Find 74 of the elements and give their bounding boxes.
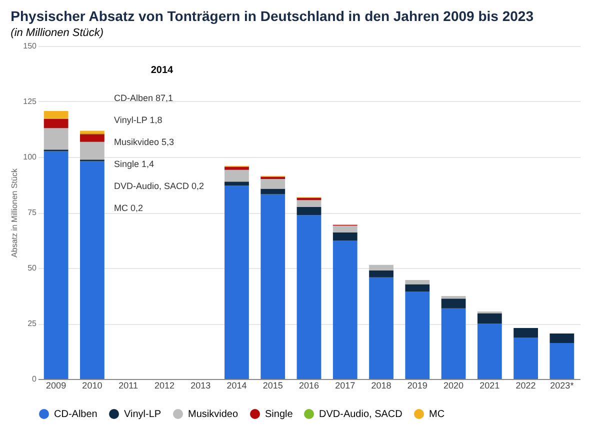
bar bbox=[514, 337, 538, 379]
x-tick-label: 2012 bbox=[154, 380, 174, 390]
annotation: CD-Alben 87,1 bbox=[114, 93, 174, 103]
x-tick-label: 2009 bbox=[46, 380, 66, 390]
y-axis-title: Absatz in Millionen Stück bbox=[10, 168, 20, 258]
annotation: DVD-Audio, SACD 0,2 bbox=[114, 181, 204, 191]
bar bbox=[441, 296, 466, 299]
bar bbox=[80, 161, 104, 379]
bar bbox=[44, 111, 68, 118]
bar bbox=[224, 170, 249, 182]
legend-label: Musikvideo bbox=[188, 409, 238, 420]
annotation: 2014 bbox=[150, 65, 174, 76]
bar bbox=[550, 343, 574, 379]
x-tick-label: 2018 bbox=[371, 380, 392, 390]
x-tick-label: 2015 bbox=[262, 380, 283, 390]
bar bbox=[405, 292, 430, 379]
y-tick-label: 125 bbox=[23, 97, 38, 106]
bar bbox=[80, 142, 104, 160]
x-tick-label: 2023* bbox=[550, 380, 574, 390]
bar bbox=[405, 280, 430, 284]
bar bbox=[80, 134, 104, 142]
y-tick-label: 150 bbox=[23, 42, 38, 50]
x-tick-label: 2019 bbox=[407, 380, 428, 390]
chart-title: Physischer Absatz von Tonträgern in Deutschland in den Jahren 2009 bis 2023 bbox=[10, 8, 534, 24]
legend-label: DVD-Audio, SACD bbox=[319, 409, 402, 420]
bar bbox=[260, 188, 286, 194]
bar bbox=[332, 232, 358, 241]
x-tick-label: 2010 bbox=[82, 380, 102, 390]
bar bbox=[260, 194, 286, 379]
x-tick-label: 2011 bbox=[118, 380, 138, 390]
bar bbox=[369, 264, 394, 270]
bar bbox=[405, 284, 430, 292]
annotation: Musikvideo 5,3 bbox=[114, 137, 174, 147]
y-tick-label: 50 bbox=[28, 264, 38, 272]
chart-subtitle: (in Millionen Stück) bbox=[10, 27, 104, 39]
bar bbox=[224, 182, 249, 186]
bar bbox=[224, 166, 249, 170]
bar bbox=[296, 206, 322, 216]
annotation: MC 0,2 bbox=[114, 203, 144, 213]
bar bbox=[550, 333, 574, 344]
x-tick-label: 2022 bbox=[516, 380, 536, 390]
bar bbox=[514, 328, 538, 338]
x-tick-label: 2013 bbox=[190, 380, 211, 390]
bar bbox=[369, 270, 394, 278]
x-tick-label: 2016 bbox=[298, 380, 320, 390]
x-tick-label: 2021 bbox=[480, 380, 500, 390]
x-tick-label: 2020 bbox=[444, 380, 464, 390]
y-tick-label: 75 bbox=[28, 208, 38, 217]
bar bbox=[44, 128, 68, 150]
bar bbox=[44, 151, 68, 379]
annotation: Vinyl-LP 1,8 bbox=[114, 115, 162, 125]
legend-label: Single bbox=[265, 409, 294, 420]
legend-label: CD-Alben bbox=[54, 409, 98, 420]
legend-label: Vinyl-LP bbox=[124, 409, 162, 420]
bar bbox=[296, 200, 322, 207]
bar bbox=[477, 313, 502, 324]
bar bbox=[441, 308, 466, 379]
bar bbox=[441, 298, 466, 308]
bar bbox=[332, 240, 358, 379]
bar bbox=[80, 130, 104, 134]
y-tick-label: 0 bbox=[32, 374, 38, 384]
bar bbox=[260, 178, 286, 189]
bar bbox=[44, 119, 68, 128]
bar bbox=[332, 226, 358, 232]
bar bbox=[296, 215, 322, 379]
x-tick-label: 2014 bbox=[226, 380, 247, 390]
y-tick-label: 25 bbox=[28, 319, 38, 328]
annotation: Single 1,4 bbox=[114, 159, 154, 169]
legend-label: MC bbox=[429, 409, 445, 420]
bar bbox=[369, 277, 394, 379]
bar bbox=[224, 186, 249, 379]
y-tick-label: 100 bbox=[23, 152, 38, 162]
bar bbox=[477, 324, 502, 379]
x-tick-label: 2017 bbox=[335, 380, 356, 390]
